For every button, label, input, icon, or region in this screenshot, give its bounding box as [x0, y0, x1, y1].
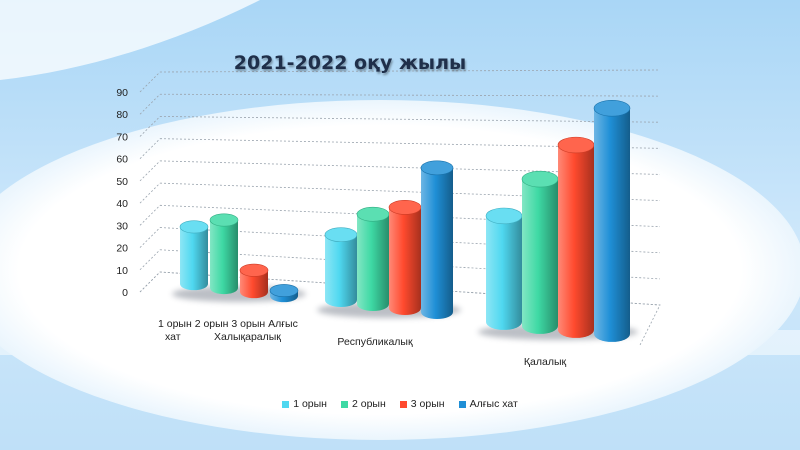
bar-2-орын-2: [521, 170, 559, 334]
bar-top: [356, 206, 390, 222]
legend-swatch: [458, 400, 466, 408]
bar-3-орын-0: [239, 263, 269, 299]
bar-1-орын-1: [324, 227, 358, 308]
legend-label: 1 орын: [293, 398, 327, 410]
bar-2-орын-1: [356, 206, 390, 312]
legend-item: 2 орын: [340, 398, 386, 410]
y-gridline-side: [139, 138, 161, 159]
legend-label: 2 орын: [351, 398, 386, 410]
bar-top: [420, 160, 454, 176]
y-tick-label: 30: [116, 220, 128, 232]
legend-item: Алғыс хат: [458, 398, 518, 410]
y-tick-label: 70: [116, 131, 128, 143]
y-gridline-side: [139, 205, 161, 226]
bar-body: [594, 108, 630, 342]
y-gridline: [159, 69, 661, 73]
bar-top: [593, 100, 631, 117]
y-tick-label: 80: [116, 109, 128, 121]
bar-3-орын-2: [557, 136, 595, 338]
bar-body: [357, 214, 389, 312]
bar-top: [388, 200, 422, 215]
legend-item: 1 орын: [282, 398, 327, 410]
bar-body: [486, 215, 522, 330]
bar-алғыс-хат-1: [420, 160, 454, 320]
y-tick-label: 90: [116, 87, 128, 99]
legend-label: 3 орын: [410, 398, 445, 410]
bar-1-орын-0: [179, 220, 209, 291]
bar-top: [209, 213, 239, 227]
y-tick-label: 50: [116, 176, 128, 188]
chart-title: 2021-2022 оқу жылы: [233, 52, 467, 74]
bar-body: [240, 270, 268, 299]
y-gridline: [159, 93, 661, 97]
bar-top: [521, 170, 559, 188]
bar-алғыс-хат-2: [593, 100, 631, 342]
y-gridline-side: [139, 227, 161, 248]
bar-body: [522, 179, 558, 334]
bar-body: [325, 234, 357, 308]
y-gridline-side: [139, 71, 161, 93]
y-gridline-side: [139, 116, 161, 137]
y-gridline-side: [139, 249, 161, 271]
category-label: 1 орын 2 орын 3 орын Алғыс: [158, 318, 298, 330]
legend-swatch: [340, 400, 348, 408]
category-label: Республикалық: [337, 336, 413, 348]
category-label: хат: [165, 331, 181, 343]
bar-body: [210, 220, 238, 295]
y-gridline-side: [139, 93, 161, 115]
bar-top: [557, 136, 595, 154]
category-label: Халықаралық: [214, 331, 281, 343]
bar-body: [180, 226, 208, 291]
bar-top: [324, 227, 358, 243]
y-tick-label: 10: [116, 265, 128, 277]
category-label: Қалалық: [524, 356, 567, 368]
y-tick-label: 0: [122, 287, 128, 299]
bar-top: [179, 220, 209, 234]
bar-top: [269, 284, 299, 298]
bar-алғыс-хат-0: [269, 284, 299, 303]
legend-swatch: [399, 400, 407, 408]
bar-body: [389, 207, 421, 316]
top-white-wave: [0, 0, 260, 80]
chart-legend: 1 орын 2 орын 3 орын Алғыс хат: [0, 398, 800, 410]
floor-outline: [139, 271, 661, 346]
bar-top: [485, 207, 523, 225]
bar-2-орын-0: [209, 213, 239, 295]
y-gridline-side: [139, 182, 161, 204]
y-gridline-side: [139, 160, 161, 182]
bar-body: [421, 167, 453, 320]
bar-body: [558, 145, 594, 338]
bar-top: [239, 263, 269, 277]
y-tick-label: 20: [116, 243, 128, 255]
y-tick-label: 60: [116, 154, 128, 166]
legend-item: 3 орын: [399, 398, 445, 410]
y-tick-label: 40: [116, 198, 128, 210]
bar-3-орын-1: [388, 200, 422, 316]
y-gridline: [159, 116, 661, 123]
bar-1-орын-2: [485, 207, 523, 330]
legend-label: Алғыс хат: [469, 398, 518, 410]
legend-swatch: [282, 400, 290, 408]
